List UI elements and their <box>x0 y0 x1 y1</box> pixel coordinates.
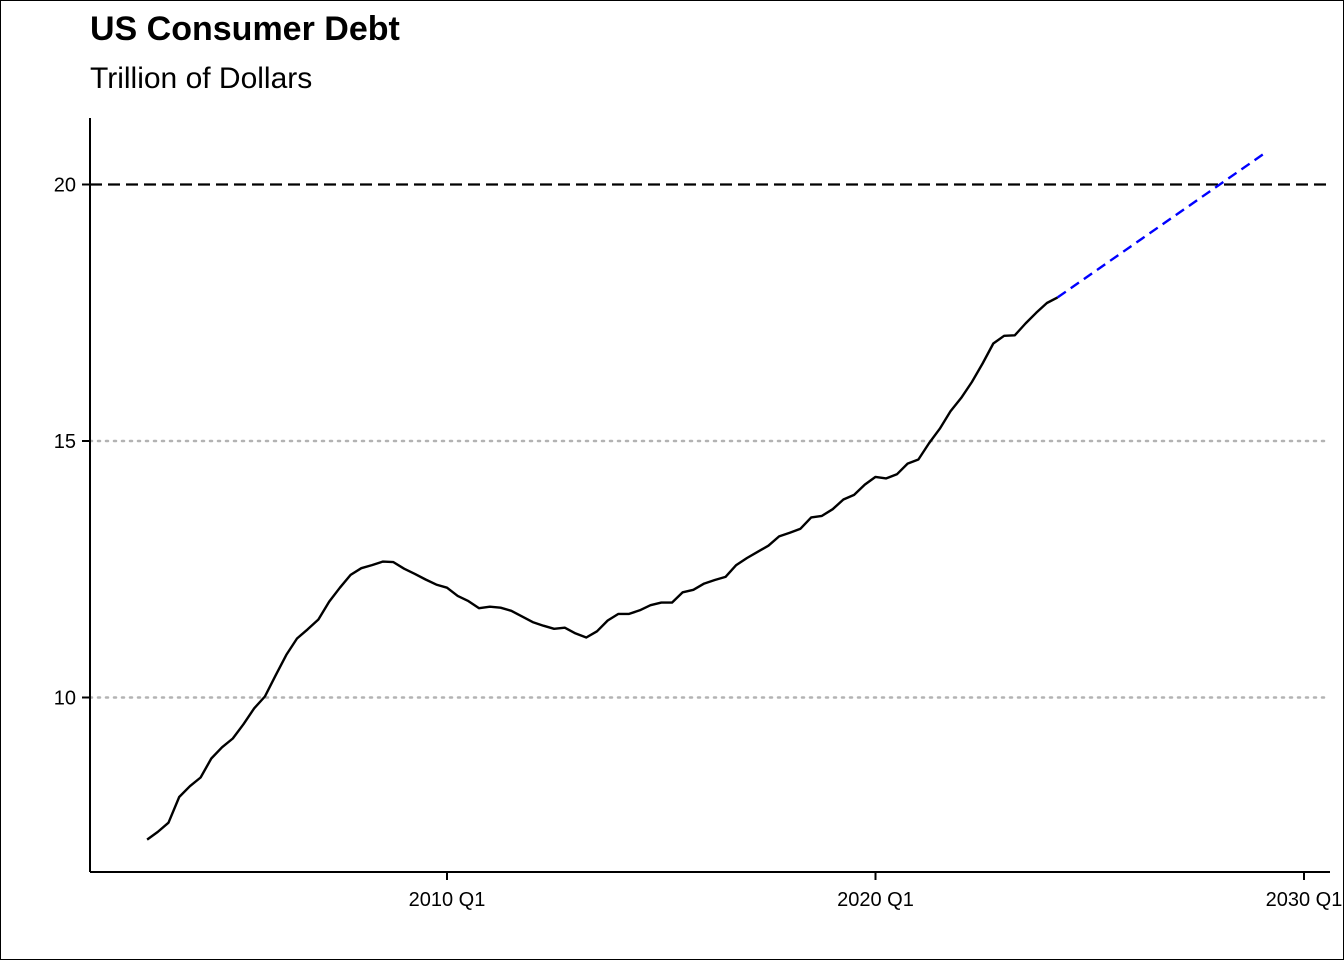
grid-layer <box>88 439 1332 699</box>
x-tick-label: 2030 Q1 <box>1266 889 1343 911</box>
axis-layer: 10 15 20 2010 Q1 2020 Q1 2030 Q1 <box>54 118 1343 911</box>
x-tick-label: 2020 Q1 <box>837 889 914 911</box>
projection-line <box>1056 151 1267 299</box>
debt-line <box>146 296 1059 841</box>
y-tick-label: 20 <box>54 175 76 197</box>
y-tick-label: 15 <box>54 431 76 453</box>
chart-title: US Consumer Debt <box>90 10 400 48</box>
chart-subtitle: Trillion of Dollars <box>90 62 313 95</box>
series-layer <box>146 151 1267 841</box>
x-tick-label: 2010 Q1 <box>409 889 486 911</box>
y-tick-label: 10 <box>54 688 76 710</box>
